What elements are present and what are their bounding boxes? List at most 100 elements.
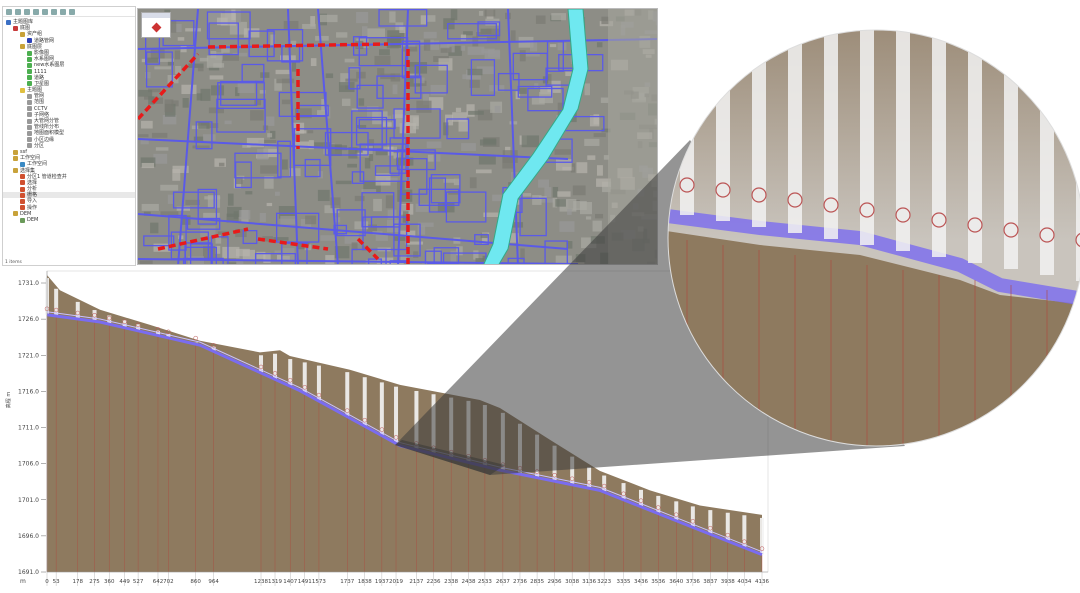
x-tick-label: 702	[163, 579, 174, 585]
y-tick-label: 1731.0	[18, 280, 39, 287]
tree-node[interactable]: 底图	[3, 25, 135, 31]
tree-node[interactable]: 范围	[3, 99, 135, 105]
map-view[interactable]	[137, 8, 658, 265]
tree-node[interactable]: ssf	[3, 149, 135, 155]
manhole-marker	[302, 385, 308, 390]
tree-node-label: 管网	[34, 93, 45, 100]
magnified-manhole	[932, 30, 946, 257]
tree-node-label: 栅格	[27, 192, 38, 199]
magnified-manhole	[680, 30, 694, 215]
x-tick-label: 2936	[548, 579, 562, 585]
manhole	[54, 288, 59, 317]
tree-node[interactable]: DEM	[3, 211, 135, 217]
tree-node[interactable]: 道路管网	[3, 38, 135, 44]
settings-icon[interactable]	[69, 8, 75, 15]
tree-node[interactable]: 子网络	[3, 112, 135, 118]
edit-tool-icon[interactable]	[151, 22, 162, 33]
tree-node[interactable]: 主题图库	[3, 19, 135, 25]
save-icon[interactable]	[60, 8, 66, 15]
tree-node-label: 分区	[34, 142, 45, 149]
tree-node[interactable]: 选择集	[3, 168, 135, 174]
magnified-manhole	[896, 30, 910, 251]
tree-node[interactable]: 小区边缘	[3, 137, 135, 143]
tree-node[interactable]: 操作	[3, 205, 135, 211]
tree-node[interactable]: 大管网分管	[3, 118, 135, 124]
tree-node[interactable]: 影像图	[3, 50, 135, 56]
magnified-manhole	[824, 30, 838, 239]
tree-node[interactable]: 底图层	[3, 44, 135, 50]
tree-node-label: DEM	[27, 217, 39, 223]
map-canvas[interactable]	[138, 9, 658, 265]
manhole	[75, 301, 80, 319]
x-tick-label: 2438	[461, 579, 475, 585]
magnified-manhole	[716, 30, 730, 221]
tree-node-label: 地图面积模型	[34, 130, 65, 137]
collapse-icon[interactable]	[15, 8, 21, 15]
x-tick-label: 2137	[409, 579, 423, 585]
manhole	[107, 315, 112, 325]
tree-node[interactable]: 道路	[3, 75, 135, 81]
tree-node-label: 主题图库	[13, 19, 34, 25]
manhole	[742, 515, 747, 548]
tree-node[interactable]: 工作空间	[3, 161, 135, 167]
tools-icon[interactable]	[51, 8, 57, 15]
tree-node-label: 底图层	[27, 43, 43, 50]
tree-node[interactable]: 工作空间	[3, 155, 135, 161]
tree-node[interactable]: 分区1 管道检查井	[3, 174, 135, 180]
tree-node[interactable]: 导入	[3, 198, 135, 204]
manhole	[302, 362, 307, 394]
folder-icon	[20, 31, 25, 37]
line-icon	[27, 112, 32, 118]
layer-icon	[27, 56, 32, 62]
tree-node[interactable]: new水系图层	[3, 62, 135, 68]
tree-node[interactable]: 1111	[3, 69, 135, 75]
x-tick-label: 2637	[496, 579, 510, 585]
y-tick-label: 1701.0	[18, 497, 39, 504]
tree-node[interactable]: 卫星图	[3, 81, 135, 87]
manhole-marker	[166, 329, 171, 335]
y-tick-label: 1696.0	[18, 533, 39, 540]
line-icon	[27, 106, 32, 112]
tree-node[interactable]: 选择	[3, 180, 135, 186]
tree-node[interactable]: 资产组	[3, 31, 135, 37]
manhole	[414, 390, 419, 450]
checkbox-icon	[20, 199, 25, 205]
x-tick-label: 1838	[358, 579, 372, 585]
line-icon	[27, 130, 32, 136]
x-tick-label: 275	[89, 579, 100, 585]
manhole-marker	[122, 319, 127, 324]
manhole	[535, 434, 540, 478]
layer-icon	[27, 50, 32, 56]
expand-icon[interactable]	[6, 8, 12, 15]
tree-node[interactable]: 管线所分布	[3, 124, 135, 130]
manhole-marker	[674, 512, 679, 517]
manhole	[273, 353, 278, 380]
x-tick-label: 1238	[254, 579, 268, 585]
manhole	[638, 489, 643, 507]
profile-chart: 1731.0 1726.0 1721.0 1716.0 1711.0 1706.0 1701…	[5, 270, 769, 586]
tree-node[interactable]: CCTV	[3, 106, 135, 112]
tree-node[interactable]: 栅格	[3, 192, 135, 199]
tree-node[interactable]: 地图面积模型	[3, 130, 135, 136]
tree-node[interactable]: 水系图网	[3, 56, 135, 62]
y-tick-label: 1691.0	[18, 569, 39, 576]
tree-node[interactable]: 分析	[3, 186, 135, 192]
tree-node[interactable]: DEM	[3, 217, 135, 223]
manhole	[345, 372, 350, 417]
tree-node[interactable]: 管网	[3, 93, 135, 99]
checkbox-icon	[20, 180, 25, 186]
x-tick-label: 1319	[268, 579, 282, 585]
x-tick-label: 3335	[617, 579, 631, 585]
map-tool-popup[interactable]	[141, 12, 171, 38]
tree-node[interactable]: 分区	[3, 143, 135, 149]
table-icon[interactable]	[33, 8, 39, 15]
manhole-marker	[621, 491, 626, 497]
magnified-manhole	[1004, 30, 1018, 269]
manhole	[92, 310, 97, 322]
manhole-marker	[601, 483, 607, 489]
x-tick-label: 3136	[582, 579, 596, 585]
filter-icon[interactable]	[42, 8, 48, 15]
tree-node[interactable]: 主题图	[3, 87, 135, 93]
y-tick-label: 1711.0	[18, 425, 39, 432]
grid-icon[interactable]	[24, 8, 30, 15]
